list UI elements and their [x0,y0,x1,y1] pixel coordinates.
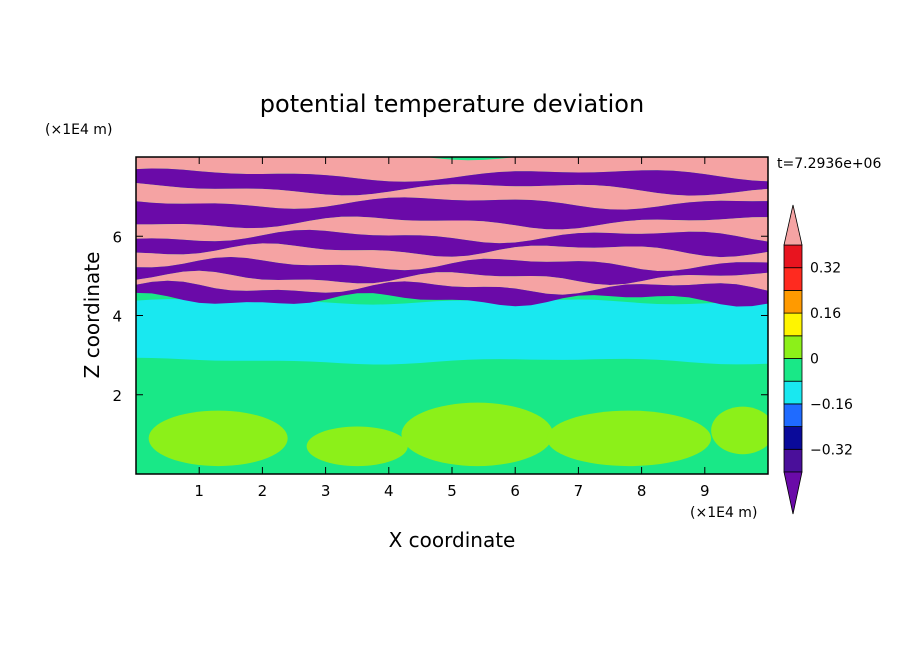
colorbar: 0.32 0.16 0 −0.16 −0.32 [783,204,853,515]
colorbar-bin [783,312,803,337]
colorbar-bin [783,426,803,450]
colorbar-bin [783,289,803,314]
colorbar-bin [783,358,803,382]
mid-layer-band [136,299,768,365]
colorbar-bin [783,244,803,269]
x-axis-label: X coordinate [389,528,516,552]
x-tick-label: 5 [447,482,457,500]
y-axis: 2 4 6 [112,228,768,405]
colorbar-bin [783,380,803,405]
x-axis: 1 2 3 4 5 6 7 8 9 [194,157,710,500]
upper-band [136,243,768,271]
upper-band [136,216,768,244]
x-axis-unit: (×1E4 m) [690,505,757,521]
upper-band [136,183,768,210]
upper-band [136,197,768,230]
lower-patch [306,426,408,467]
x-tick-label: 6 [510,482,520,500]
y-tick-label: 2 [112,387,122,405]
colorbar-tick-label: −0.32 [810,442,853,458]
colorbar-tick-label: −0.16 [810,397,853,413]
colorbar-bin [783,335,803,359]
lower-patch [546,410,712,467]
upper-band [136,257,768,285]
x-tick-label: 1 [194,482,204,500]
chart-title: potential temperature deviation [260,90,644,118]
x-tick-label: 2 [258,482,268,500]
lower-patch [401,402,554,467]
x-tick-label: 9 [700,482,710,500]
y-axis-label: Z coordinate [80,252,104,379]
y-tick-label: 4 [112,308,122,326]
colorbar-bin [783,448,803,473]
colorbar-tick-label: 0.16 [810,306,841,322]
upper-band [136,229,768,258]
upper-band [136,168,768,196]
colorbar-bin [783,403,803,427]
x-tick-label: 3 [321,482,331,500]
y-tick-label: 6 [112,228,122,246]
upper-band [136,280,768,307]
time-label: t=7.2936e+06 [777,156,881,172]
y-axis-unit: (×1E4 m) [45,122,112,138]
contour-field [136,157,768,474]
upper-band [136,157,768,182]
lower-patch [148,410,288,467]
colorbar-tick-label: 0.32 [810,261,841,277]
colorbar-over-triangle [783,204,803,246]
colorbar-under-triangle [783,471,803,515]
colorbar-tick-label: 0 [810,352,819,368]
x-tick-label: 4 [384,482,394,500]
x-tick-label: 7 [574,482,584,500]
x-tick-label: 8 [637,482,647,500]
colorbar-bin [783,267,803,291]
upper-band [136,270,768,295]
lower-patch [711,406,768,455]
